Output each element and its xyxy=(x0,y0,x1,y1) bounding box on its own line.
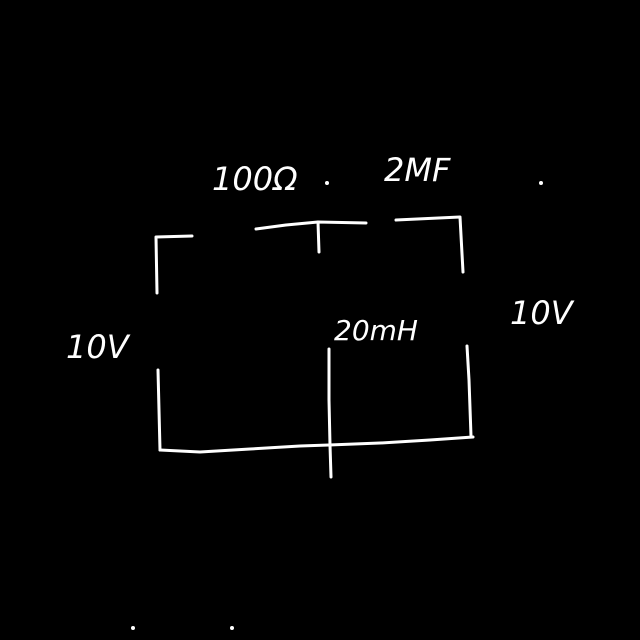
wire-left-lower xyxy=(156,368,162,452)
wire-right-lower xyxy=(465,344,473,438)
wire-top-middle xyxy=(254,220,368,231)
inductor-label: 20mH xyxy=(334,314,418,347)
capacitor-label: 2MF xyxy=(384,151,451,189)
source-right-label: 10V xyxy=(510,294,575,332)
stray-dot xyxy=(230,626,234,630)
resistor-label: 100Ω xyxy=(212,160,298,198)
wire-bottom xyxy=(158,435,475,454)
stray-dot xyxy=(131,626,135,630)
stray-dot xyxy=(539,181,543,185)
source-left-label: 10V xyxy=(66,328,131,366)
wire-top-left xyxy=(154,234,194,295)
wire-top-right xyxy=(394,215,465,274)
wire-middle-branch xyxy=(327,347,333,479)
stray-dot xyxy=(325,181,329,185)
wire-top-junction xyxy=(316,220,321,254)
